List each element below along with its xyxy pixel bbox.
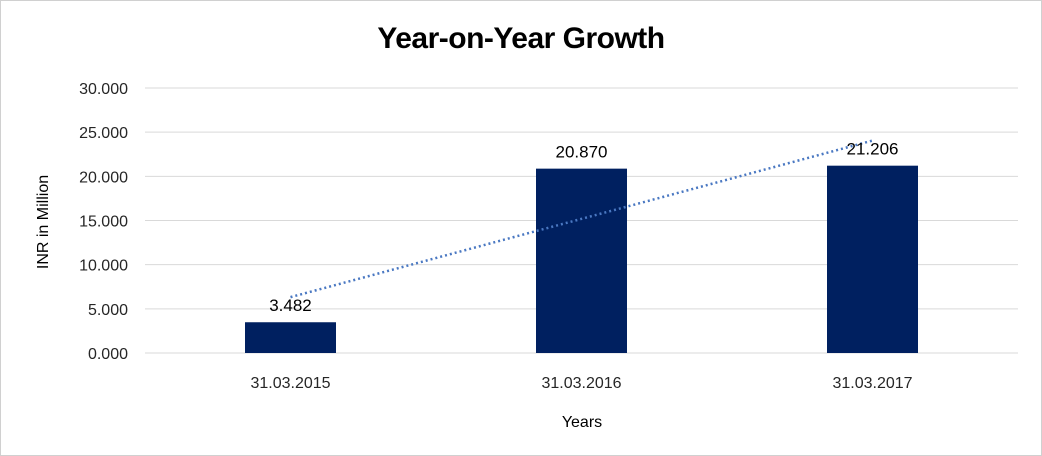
bar — [245, 322, 336, 353]
y-tick-label: 30.000 — [79, 81, 128, 98]
y-tick-label: 0.000 — [88, 346, 128, 363]
x-tick-label: 31.03.2017 — [832, 375, 912, 392]
x-tick-label: 31.03.2015 — [250, 375, 330, 392]
x-tick-label: 31.03.2016 — [541, 375, 621, 392]
bar — [827, 165, 918, 353]
chart-title: Year-on-Year Growth — [377, 22, 665, 55]
y-tick-label: 20.000 — [79, 169, 128, 186]
y-axis-title: INR in Million — [35, 175, 52, 269]
x-axis-title: Years — [562, 414, 602, 431]
y-tick-label: 10.000 — [79, 258, 128, 275]
y-tick-label: 15.000 — [79, 214, 128, 231]
bar — [536, 168, 627, 353]
y-tick-label: 5.000 — [88, 302, 128, 319]
trendline-line — [290, 139, 873, 299]
data-label: 21.206 — [847, 140, 899, 159]
data-label: 3.482 — [269, 296, 312, 315]
bars — [245, 165, 918, 353]
trendline — [290, 139, 873, 299]
y-tick-label: 25.000 — [79, 125, 128, 142]
x-axis-ticks: 31.03.2015 31.03.2016 31.03.2017 — [250, 375, 912, 392]
data-labels: 3.482 20.870 21.206 — [269, 140, 898, 316]
data-label: 20.870 — [556, 143, 608, 162]
y-axis-ticks: 0.000 5.000 10.000 15.000 20.000 25.000 30.000 — [79, 81, 128, 363]
